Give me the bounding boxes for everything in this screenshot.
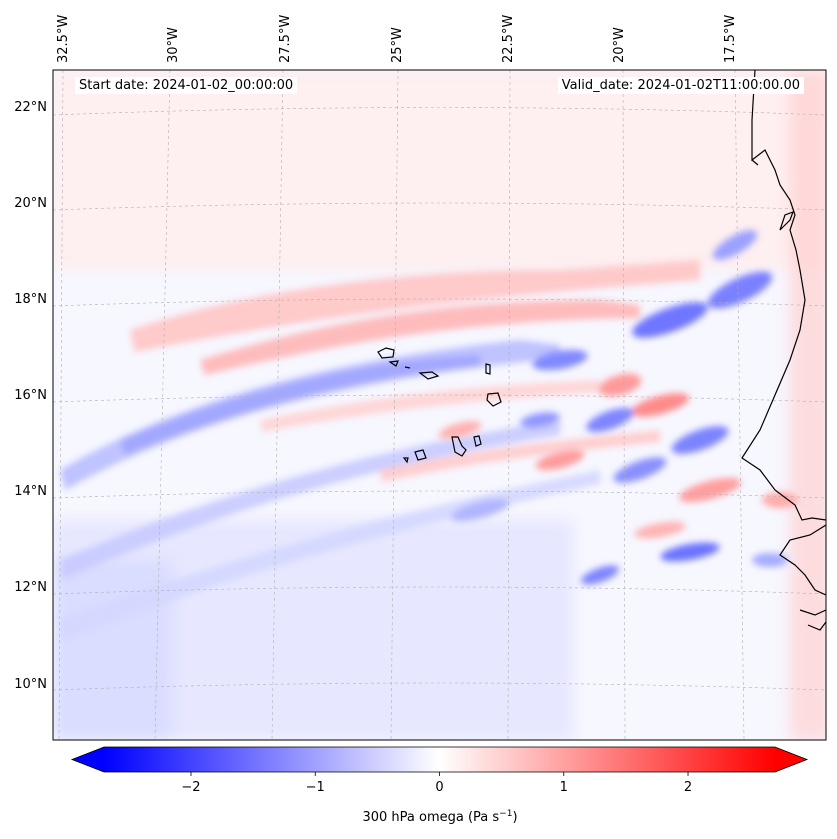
- gridline-lat: [53, 298, 826, 307]
- cape-verde-islands: [377, 347, 502, 464]
- gridline-lon: [622, 70, 626, 740]
- coastlines: [741, 70, 826, 631]
- sinking-cell: [598, 373, 642, 397]
- rising-cell: [712, 230, 758, 260]
- rising-cell: [450, 499, 510, 521]
- colorbar-ticks: −2 −1 0 1 2: [181, 772, 692, 795]
- lat-label-22n: 22°N: [14, 100, 47, 115]
- gridline-lat: [53, 394, 826, 403]
- lon-label-22-5w: 22.5°W: [501, 15, 516, 63]
- lon-label-30w: 30°W: [166, 27, 181, 63]
- sinking-band-4: [380, 430, 660, 482]
- gridline-lon: [734, 70, 745, 740]
- lon-label-20w: 20°W: [612, 27, 627, 63]
- island-brava: [402, 457, 409, 464]
- rising-cell: [632, 302, 708, 338]
- lat-label-12n: 12°N: [14, 580, 47, 595]
- gridline-lat: [53, 490, 826, 499]
- sinking-cell: [630, 393, 690, 417]
- lat-label-10n: 10°N: [14, 677, 47, 692]
- rising-cell: [586, 407, 634, 433]
- colorbar: −2 −1 0 1 2 300 hPa omega (Pa s−1): [70, 746, 809, 825]
- map-frame: [52, 69, 827, 741]
- sinking-band-1: [130, 260, 700, 352]
- island-sal: [485, 363, 491, 375]
- rising-cell: [671, 426, 729, 454]
- rising-cell: [613, 457, 667, 483]
- island-boa-vista: [486, 392, 502, 407]
- coastal-sinking-strip: [790, 70, 826, 740]
- gridline-lat: [53, 107, 826, 116]
- colorbar-tick-label: −2: [181, 780, 200, 795]
- gridline-lon: [390, 70, 399, 740]
- gridline-lat: [53, 202, 826, 211]
- longitude-labels: 32.5°W 30°W 27.5°W 25°W 22.5°W 20°W 17.5…: [56, 15, 738, 63]
- gridline-lon: [154, 70, 171, 740]
- lon-label-27-5w: 27.5°W: [278, 15, 293, 63]
- colorbar-tick-label: 1: [560, 780, 568, 795]
- sinking-band-2: [200, 300, 640, 375]
- rising-band-1: [60, 340, 560, 490]
- gridline-lon: [271, 70, 284, 740]
- island-sao-vicente: [388, 360, 399, 367]
- lat-label-14n: 14°N: [14, 484, 47, 499]
- lon-label-32-5w: 32.5°W: [56, 15, 71, 63]
- colorbar-outline: [70, 746, 809, 773]
- start-date-label: Start date: 2024-01-02_00:00:00: [75, 77, 298, 94]
- sinking-cell: [679, 477, 741, 503]
- lat-label-16n: 16°N: [14, 388, 47, 403]
- omega-field: [53, 70, 826, 740]
- colorbar-tick-label: 2: [684, 780, 692, 795]
- rising-cell: [581, 565, 619, 585]
- rising-cell: [752, 553, 788, 567]
- weak-sinking-north: [53, 70, 826, 270]
- gridline-lon: [507, 70, 511, 740]
- coast-detail: [751, 159, 795, 231]
- rising-cell: [707, 271, 773, 309]
- guinea-bissau-coast: [799, 609, 826, 631]
- colorbar-label-close: ): [512, 810, 517, 825]
- sinking-cell: [438, 421, 482, 439]
- colorbar-tick-label: 0: [435, 780, 443, 795]
- island-santo-antao: [377, 347, 395, 359]
- colorbar-max-extend: [775, 747, 807, 772]
- gridline-lat: [53, 586, 826, 595]
- sinking-band-3: [260, 380, 600, 432]
- lat-label-20n: 20°N: [14, 196, 47, 211]
- island-fogo: [414, 449, 427, 461]
- latitude-labels: 22°N 20°N 18°N 16°N 14°N 12°N 10°N: [14, 100, 47, 692]
- african-coastline: [741, 70, 826, 521]
- rising-cell: [532, 349, 588, 371]
- valid-date-label: Valid_date: 2024-01-02T11:00:00.00: [557, 77, 804, 94]
- rising-band-3: [60, 420, 560, 580]
- colorbar-label-text: 300 hPa omega (Pa s: [362, 810, 499, 825]
- island-sao-nicolau: [418, 371, 440, 380]
- gridline-lon: [58, 70, 64, 740]
- lon-label-17-5w: 17.5°W: [723, 15, 738, 63]
- convective-cells: [438, 230, 798, 585]
- sinking-cell: [762, 492, 798, 508]
- sinking-cell: [535, 449, 585, 471]
- graticule: [53, 70, 826, 740]
- colorbar-label: 300 hPa omega (Pa s−1): [362, 809, 517, 825]
- island-maio: [473, 435, 482, 447]
- island-santiago: [451, 436, 467, 457]
- lon-label-25w: 25°W: [390, 27, 405, 63]
- island-santa-luzia: [404, 366, 411, 369]
- rising-cell: [660, 542, 720, 562]
- sinking-cell: [634, 521, 686, 539]
- senegal-gambia-coast: [779, 524, 826, 596]
- rising-cell: [520, 412, 560, 428]
- colorbar-tick-label: −1: [306, 780, 325, 795]
- rising-band-2: [120, 355, 480, 455]
- colorbar-label-exponent: −1: [499, 809, 512, 819]
- gridline-lat: [53, 682, 826, 691]
- colorbar-body: [104, 747, 775, 772]
- colorbar-min-extend: [72, 747, 104, 772]
- lat-label-18n: 18°N: [14, 292, 47, 307]
